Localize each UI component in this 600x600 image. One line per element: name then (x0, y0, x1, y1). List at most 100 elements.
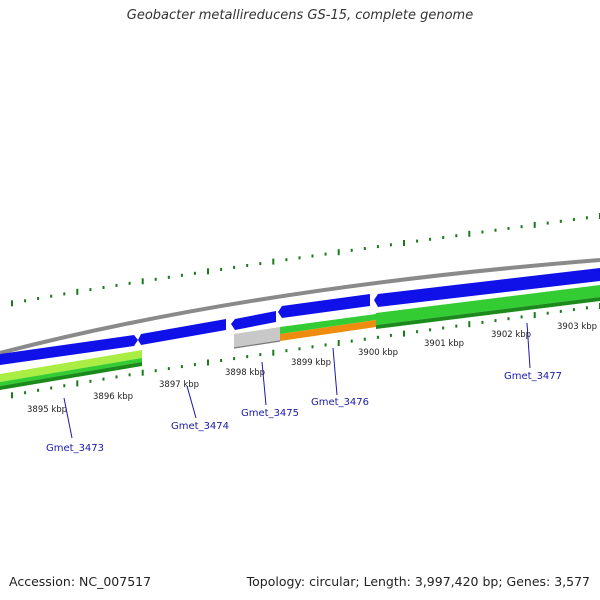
gene-leader-line (63, 397, 73, 439)
minor-tick (180, 365, 183, 369)
major-tick (272, 349, 275, 356)
minor-tick (24, 299, 27, 303)
minor-tick (559, 309, 562, 313)
gene-label: Gmet_3477 (504, 371, 562, 382)
scale-label: 3896 kbp (93, 392, 133, 402)
minor-tick (298, 256, 301, 260)
major-tick (403, 330, 405, 337)
forward-cds-track (0, 268, 600, 365)
minor-tick (376, 245, 379, 249)
minor-tick (193, 271, 196, 275)
minor-tick (89, 379, 92, 383)
minor-tick (507, 226, 510, 230)
minor-tick (128, 281, 131, 285)
gene-bar (376, 297, 600, 329)
minor-tick (50, 294, 53, 298)
cds-arrow (0, 335, 138, 365)
gene-label: Gmet_3476 (311, 397, 369, 408)
minor-tick (481, 320, 484, 324)
gene-leader-line (261, 361, 267, 406)
scale-label: 3899 kbp (291, 358, 331, 368)
minor-tick (259, 353, 262, 357)
major-tick (141, 278, 144, 285)
gene-track-left (0, 350, 142, 390)
scale-label: 3903 kbp (557, 322, 597, 332)
minor-tick (572, 308, 575, 312)
minor-tick (102, 286, 105, 289)
gene-label: Gmet_3473 (46, 443, 104, 454)
minor-tick (246, 264, 249, 267)
minor-tick (233, 357, 236, 361)
major-tick (337, 340, 340, 346)
minor-tick (180, 273, 183, 277)
gene-bar (0, 350, 142, 382)
minor-tick (481, 230, 484, 234)
major-tick (272, 258, 275, 265)
minor-tick (546, 311, 549, 315)
minor-tick (128, 373, 131, 377)
minor-tick (285, 349, 288, 353)
gene-leader-line (332, 347, 338, 396)
minor-tick (442, 326, 445, 330)
gene-bar (280, 314, 376, 334)
scale-label: 3901 kbp (424, 339, 464, 349)
minor-tick (507, 317, 510, 321)
minor-tick (585, 306, 588, 310)
cds-arrow (374, 268, 600, 307)
minor-tick (63, 292, 66, 296)
scale-label: 3900 kbp (358, 348, 398, 358)
minor-tick (63, 384, 66, 388)
minor-tick (455, 324, 458, 328)
map-title: Geobacter metallireducens GS-15, complet… (126, 8, 474, 23)
minor-tick (233, 265, 236, 269)
minor-tick (154, 277, 157, 281)
scale-label: 3897 kbp (159, 380, 199, 390)
gene-bar (376, 285, 600, 325)
scale-labels: 3895 kbp 3896 kbp 3897 kbp 3898 kbp 3899 kbp… (27, 322, 597, 415)
major-tick (76, 288, 79, 295)
minor-tick (429, 237, 432, 241)
minor-tick (389, 333, 392, 337)
major-tick (11, 392, 13, 399)
major-tick (533, 312, 536, 319)
minor-tick (363, 337, 366, 341)
minor-tick (429, 328, 432, 332)
minor-tick (416, 330, 419, 334)
minor-tick (37, 388, 40, 392)
inner-dot-ring (11, 303, 600, 399)
minor-tick (115, 375, 118, 379)
major-tick (141, 369, 144, 376)
major-tick (468, 321, 471, 328)
minor-tick (572, 218, 575, 221)
minor-tick (298, 347, 301, 351)
gene-labels: Gmet_3473 Gmet_3474 Gmet_3475 Gmet_3476 Gmet… (46, 322, 562, 454)
gene-label: Gmet_3474 (171, 421, 229, 432)
minor-tick (324, 252, 327, 256)
scale-label: 3898 kbp (225, 368, 265, 378)
major-tick (403, 240, 405, 246)
minor-tick (311, 345, 314, 349)
minor-tick (520, 315, 523, 319)
orange-feature (280, 320, 376, 341)
outer-dot-ring (11, 213, 600, 307)
major-tick (533, 221, 536, 228)
gene-track-green (280, 285, 600, 334)
minor-tick (546, 221, 549, 225)
minor-tick (559, 219, 562, 223)
minor-tick (50, 386, 53, 390)
genome-stats: Topology: circular; Length: 3,997,420 bp… (246, 574, 590, 589)
minor-tick (455, 234, 458, 238)
minor-tick (167, 275, 170, 279)
minor-tick (193, 363, 196, 367)
scale-label: 3895 kbp (27, 405, 67, 415)
scale-label: 3902 kbp (491, 330, 531, 340)
backbone-line (0, 258, 600, 355)
minor-tick (520, 225, 523, 229)
minor-tick (311, 254, 314, 258)
minor-tick (220, 267, 223, 271)
minor-tick (246, 355, 249, 359)
major-tick (76, 380, 79, 387)
minor-tick (494, 228, 497, 232)
minor-tick (350, 339, 353, 343)
gene-label: Gmet_3475 (241, 408, 299, 419)
